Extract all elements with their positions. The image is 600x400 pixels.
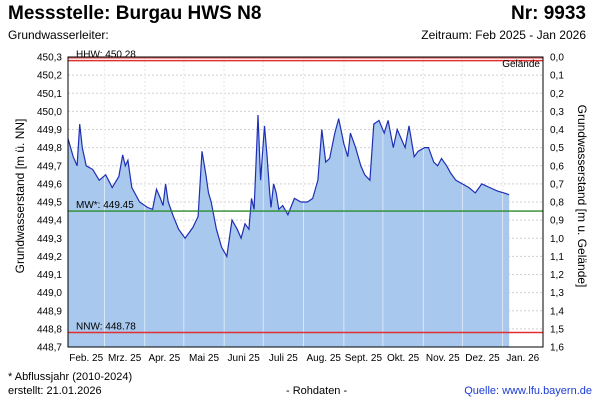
series-area — [67, 57, 510, 347]
source-link[interactable]: Quelle: www.lfu.bayern.de — [464, 385, 592, 397]
y-tick-label-left: 449,0 — [37, 288, 62, 299]
y-tick-label-right: 0,2 — [550, 89, 564, 100]
y-tick-label-right: 0,3 — [550, 107, 564, 118]
y-tick-label-right: 0,7 — [550, 179, 564, 190]
y-tick-label-left: 449,2 — [37, 252, 62, 263]
series-area-fill — [68, 115, 510, 347]
station-number: Nr: 9933 — [511, 3, 586, 24]
y-tick-label-left: 449,9 — [37, 125, 62, 136]
x-tick-label: Juni 25 — [228, 353, 261, 364]
x-tick-label: Juli 25 — [269, 353, 298, 364]
mw-label: MW*: 449.45 — [76, 200, 134, 211]
x-tick-label: Feb. 25 — [69, 353, 103, 364]
y-tick-label-left: 448,8 — [37, 324, 62, 335]
y-tick-label-left: 449,7 — [37, 161, 62, 172]
y-tick-label-right: 1,0 — [550, 234, 564, 245]
aquifer-label: Grundwasserleiter: — [8, 28, 109, 42]
y-tick-label-right: 0,8 — [550, 198, 564, 209]
y-axis-title-right: Grundwasserstand [m u. Gelände] — [575, 105, 589, 288]
y-tick-label-left: 450,0 — [37, 107, 62, 118]
y-axis-title-left: Grundwasserstand [m ü. NN] — [13, 119, 27, 274]
y-tick-label-right: 0,0 — [550, 53, 564, 64]
y-tick-label-right: 1,6 — [550, 343, 564, 354]
hhw-label: HHW: 450.28 — [76, 50, 136, 61]
y-tick-label-right: 0,4 — [550, 125, 564, 136]
x-tick-label: Jan. 26 — [506, 353, 539, 364]
footnote: * Abflussjahr (2010-2024) — [8, 371, 133, 383]
raw-data-label: - Rohdaten - — [286, 385, 348, 397]
series-line — [67, 114, 510, 259]
y-tick-label-left: 448,9 — [37, 306, 62, 317]
y-tick-label-right: 0,9 — [550, 216, 564, 227]
y-tick-label-right: 1,4 — [550, 306, 564, 317]
y-tick-label-left: 449,5 — [37, 198, 62, 209]
axes: 448,7 448,8 448,9 449,0 449,1 449,2 449,3 449,4… — [37, 53, 564, 365]
reference-lines: HHW: 450.28 MW*: 449.45 NNW: 448.78 Gelände — [68, 50, 543, 334]
y-tick-label-left: 449,8 — [37, 143, 62, 154]
x-tick-label: Aug. 25 — [306, 353, 341, 364]
y-tick-label-left: 450,2 — [37, 71, 62, 82]
y-tick-label-left: 450,1 — [37, 89, 62, 100]
nnw-label: NNW: 448.78 — [76, 322, 136, 333]
ground-label: Gelände — [502, 59, 540, 70]
y-tick-label-right: 0,1 — [550, 71, 564, 82]
y-tick-label-right: 0,5 — [550, 143, 564, 154]
x-tick-label: Nov. 25 — [426, 353, 460, 364]
x-tick-label: Apr. 25 — [148, 353, 180, 364]
y-tick-label-left: 450,3 — [37, 53, 62, 64]
y-tick-label-right: 0,6 — [550, 161, 564, 172]
x-tick-label: Mai 25 — [189, 353, 219, 364]
y-tick-label-left: 448,7 — [37, 343, 62, 354]
x-tick-label: Mrz. 25 — [108, 353, 142, 364]
plot-frame — [67, 56, 544, 348]
station-title: Messstelle: Burgau HWS N8 — [8, 3, 262, 24]
y-tick-label-right: 1,1 — [550, 252, 564, 263]
y-tick-label-right: 1,5 — [550, 324, 564, 335]
y-tick-label-left: 449,3 — [37, 234, 62, 245]
y-tick-label-left: 449,4 — [37, 216, 62, 227]
y-tick-label-left: 449,6 — [37, 179, 62, 190]
x-tick-label: Sept. 25 — [345, 353, 383, 364]
created-date: erstellt: 21.01.2026 — [8, 385, 102, 397]
y-tick-label-left: 449,1 — [37, 270, 62, 281]
x-tick-label: Dez. 25 — [465, 353, 500, 364]
x-tick-label: Okt. 25 — [387, 353, 420, 364]
y-tick-label-right: 1,2 — [550, 270, 564, 281]
y-tick-label-right: 1,3 — [550, 288, 564, 299]
period-label: Zeitraum: Feb 2025 - Jan 2026 — [421, 28, 586, 42]
